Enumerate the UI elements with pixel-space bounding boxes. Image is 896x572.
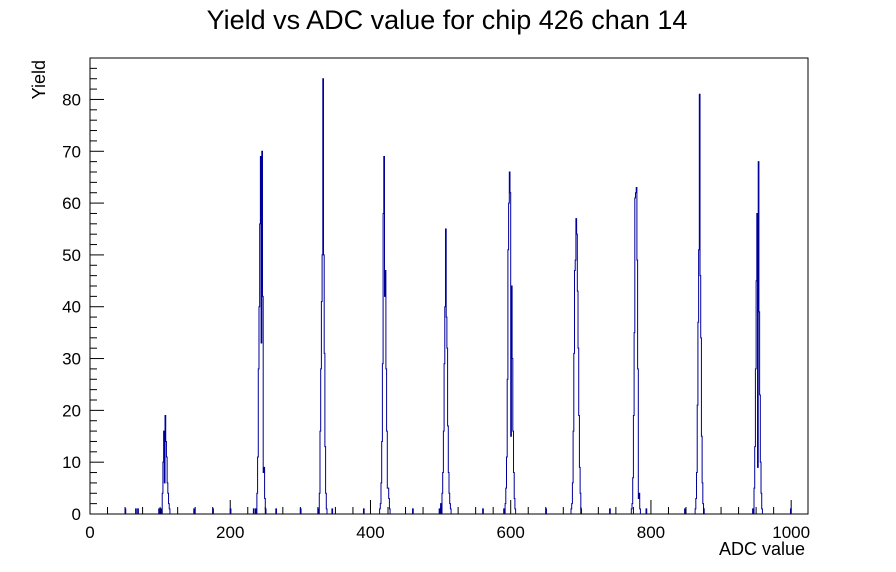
axis-ticks bbox=[89, 57, 792, 515]
histogram-bins bbox=[125, 79, 791, 514]
histogram-bin bbox=[384, 296, 385, 514]
y-tick-label: 40 bbox=[62, 298, 81, 317]
chart-title: Yield vs ADC value for chip 426 chan 14 bbox=[207, 5, 688, 35]
histogram-bin bbox=[263, 473, 264, 514]
histogram-bin bbox=[758, 467, 759, 514]
histogram-bin bbox=[576, 219, 577, 514]
y-tick-label: 20 bbox=[62, 401, 81, 420]
histogram-line bbox=[124, 78, 792, 514]
y-tick-label: 30 bbox=[62, 350, 81, 369]
tick-labels: 0 200 400 600 800 1000 0 10 20 30 40 50 60 70 80 bbox=[62, 90, 810, 542]
x-tick-label: 800 bbox=[637, 523, 665, 542]
histogram-bin bbox=[509, 172, 510, 514]
y-tick-label: 70 bbox=[62, 142, 81, 161]
histogram-bin bbox=[638, 498, 639, 514]
x-tick-label: 200 bbox=[216, 523, 244, 542]
histogram-bin bbox=[261, 343, 262, 514]
y-tick-label: 60 bbox=[62, 194, 81, 213]
histogram-bin bbox=[636, 193, 637, 514]
x-tick-label: 400 bbox=[356, 523, 384, 542]
x-tick-label: 600 bbox=[497, 523, 525, 542]
y-tick-label: 50 bbox=[62, 246, 81, 265]
histogram-bin bbox=[164, 483, 165, 514]
y-axis-title: Yield bbox=[29, 60, 49, 99]
y-tick-label: 10 bbox=[62, 453, 81, 472]
histogram-bin bbox=[575, 260, 576, 514]
x-tick-label: 0 bbox=[85, 523, 94, 542]
y-tick-label: 0 bbox=[72, 505, 81, 524]
x-tick-label: 1000 bbox=[772, 523, 810, 542]
y-tick-label: 80 bbox=[62, 90, 81, 109]
x-axis-title: ADC value bbox=[719, 539, 805, 559]
